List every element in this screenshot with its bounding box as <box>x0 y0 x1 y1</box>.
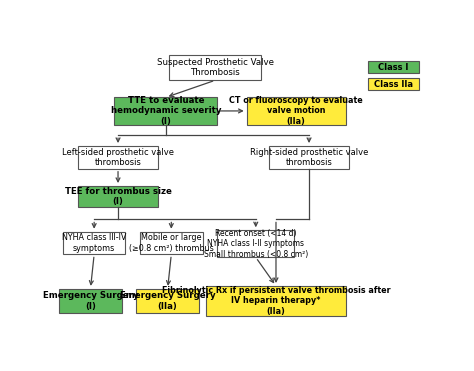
FancyBboxPatch shape <box>269 146 349 169</box>
Text: Emergency Surgery
(I): Emergency Surgery (I) <box>43 291 138 311</box>
Text: Suspected Prosthetic Valve
Thrombosis: Suspected Prosthetic Valve Thrombosis <box>157 58 274 77</box>
Text: Emergency Surgery
(IIa): Emergency Surgery (IIa) <box>120 291 215 311</box>
Text: Mobile or large
(≥0.8 cm²) thrombus: Mobile or large (≥0.8 cm²) thrombus <box>129 233 214 253</box>
Text: TEE for thrombus size
(I): TEE for thrombus size (I) <box>64 187 172 206</box>
FancyBboxPatch shape <box>114 97 217 125</box>
FancyBboxPatch shape <box>169 55 261 80</box>
FancyBboxPatch shape <box>78 186 158 207</box>
FancyBboxPatch shape <box>63 232 125 255</box>
FancyBboxPatch shape <box>217 230 294 257</box>
Text: Class IIa: Class IIa <box>374 80 413 89</box>
FancyBboxPatch shape <box>206 286 346 316</box>
Text: Right-sided prosthetic valve
thrombosis: Right-sided prosthetic valve thrombosis <box>250 148 368 167</box>
FancyBboxPatch shape <box>137 289 199 313</box>
Text: Fibrinolytic Rx if persistent valve thrombosis after
IV heparin therapy*
(IIa): Fibrinolytic Rx if persistent valve thro… <box>162 286 390 316</box>
FancyBboxPatch shape <box>140 232 202 255</box>
Text: NYHA class III-IV
symptoms: NYHA class III-IV symptoms <box>62 233 127 253</box>
Text: Recent onset (<14 d)
NYHA class I-II symptoms
Small thrombus (<0.8 cm²): Recent onset (<14 d) NYHA class I-II sym… <box>204 229 308 259</box>
Text: Class I: Class I <box>378 63 409 72</box>
FancyBboxPatch shape <box>78 146 158 169</box>
FancyBboxPatch shape <box>59 289 122 313</box>
Text: TTE to evaluate
hemodynamic severity
(I): TTE to evaluate hemodynamic severity (I) <box>110 96 221 126</box>
FancyBboxPatch shape <box>368 78 419 90</box>
FancyBboxPatch shape <box>246 97 346 125</box>
FancyBboxPatch shape <box>368 61 419 73</box>
Text: CT or fluoroscopy to evaluate
valve motion
(IIa): CT or fluoroscopy to evaluate valve moti… <box>229 96 363 126</box>
Text: Left-sided prosthetic valve
thrombosis: Left-sided prosthetic valve thrombosis <box>62 148 174 167</box>
